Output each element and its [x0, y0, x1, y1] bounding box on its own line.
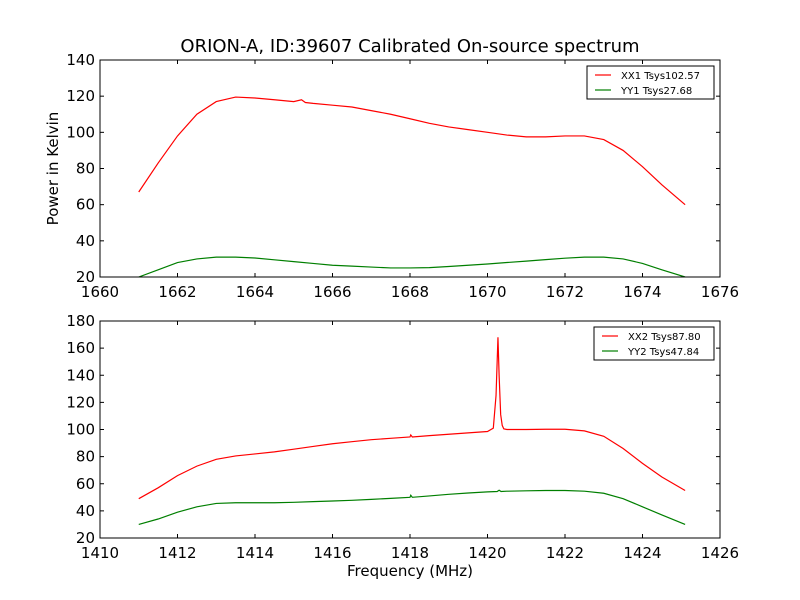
bottom-plot: 1410 1412 1414 1416 1418 1420 1422 1424 1426 20 40…	[66, 312, 739, 580]
x-axis-label: Frequency (MHz)	[347, 562, 473, 580]
y-tick-label: 80	[76, 160, 95, 178]
x-tick-label: 1670	[468, 283, 506, 301]
legend-box	[593, 326, 715, 361]
x-tick-label: 1418	[391, 544, 429, 562]
y-tick-label: 40	[76, 502, 95, 520]
y-tick-label: 120	[66, 393, 95, 411]
legend-label: XX1 Tsys102.57	[621, 71, 700, 82]
chart-title: ORION-A, ID:39607 Calibrated On-source s…	[180, 36, 639, 57]
y-tick-label: 160	[66, 339, 95, 357]
series-line-2	[138, 256, 686, 277]
legend-label: YY1 Tsys27.68	[620, 86, 692, 97]
series-line-1	[138, 337, 686, 500]
x-tick-label: 1666	[313, 283, 351, 301]
x-tick-label: 1422	[546, 544, 584, 562]
y-tick-label: 20	[76, 268, 95, 286]
x-tick-label: 1664	[236, 283, 274, 301]
x-tick-label: 1410	[81, 544, 119, 562]
legend-label: XX2 Tsys87.80	[628, 332, 701, 343]
y-tick-label: 40	[76, 232, 95, 250]
legend-box	[586, 65, 715, 100]
y-tick-label: 120	[66, 87, 95, 105]
x-tick-label: 1424	[623, 544, 661, 562]
series-line-1	[138, 96, 686, 206]
y-axis-label: Power in Kelvin	[44, 112, 62, 226]
legend-label: YY2 Tsys47.84	[627, 347, 699, 358]
x-tick-label: 1416	[313, 544, 351, 562]
legend: XX2 Tsys87.80 YY2 Tsys47.84	[593, 326, 715, 361]
x-tick-label: 1420	[468, 544, 506, 562]
y-tick-label: 60	[76, 196, 95, 214]
y-tick-label: 140	[66, 366, 95, 384]
top-plot: 1660 1662 1664 1666 1668 1670 1672 1674 1676 20 40…	[44, 51, 739, 301]
y-tick-label: 80	[76, 448, 95, 466]
y-tick-label: 60	[76, 475, 95, 493]
y-tick-label: 180	[66, 312, 95, 330]
x-tick-label: 1412	[158, 544, 196, 562]
x-tick-label: 1676	[701, 283, 739, 301]
x-tick-label: 1414	[236, 544, 274, 562]
x-tick-label: 1662	[158, 283, 196, 301]
x-tick-label: 1660	[81, 283, 119, 301]
y-tick-label: 100	[66, 421, 95, 439]
y-tick-label: 140	[66, 51, 95, 69]
y-tick-label: 20	[76, 529, 95, 547]
x-tick-label: 1426	[701, 544, 739, 562]
legend: XX1 Tsys102.57 YY1 Tsys27.68	[586, 65, 715, 100]
x-tick-label: 1668	[391, 283, 429, 301]
x-tick-label: 1672	[546, 283, 584, 301]
x-tick-label: 1674	[623, 283, 661, 301]
series-line-2	[138, 489, 686, 526]
y-tick-label: 100	[66, 123, 95, 141]
